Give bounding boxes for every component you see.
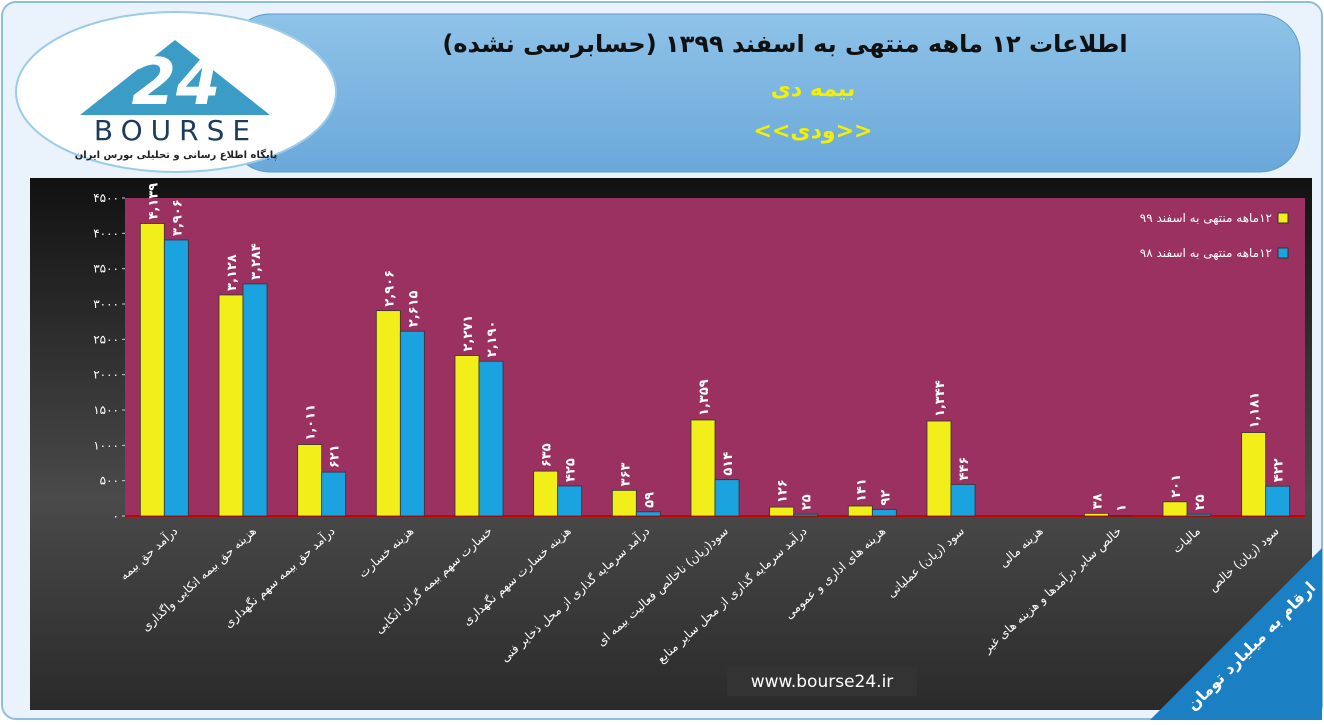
value-label: ۵۹ [642,492,657,508]
value-label: ۲,۱۹۰ [485,321,500,358]
bar [243,284,267,516]
bar [558,486,582,516]
bar [691,420,715,516]
header-title: اطلاعات ۱۲ ماهه منتهی به اسفند ۱۳۹۹ (حسا… [442,30,1127,58]
logo-name: BOURSE [94,114,258,147]
bar [1187,514,1211,516]
bar [1163,502,1187,516]
bar [951,484,975,516]
value-label: ۴۴۶ [957,457,972,481]
value-label: ۵۱۴ [721,452,736,476]
y-tick-label: ۲۵۰۰ [93,332,119,346]
legend-label: ۱۲ماهه منتهی به اسفند ۹۹ [1140,211,1272,225]
bar [534,471,558,516]
bar [298,445,322,516]
value-label: ۲۵ [1193,494,1208,510]
value-label: ۹۲ [878,490,893,506]
legend-swatch [1278,213,1288,223]
bar [400,331,424,516]
logo-tagline: پایگاه اطلاع رسانی و تحلیلی بورس ایران [75,148,278,161]
value-label: ۲۰۱ [1169,474,1184,498]
y-tick-label: ۱۵۰۰ [93,403,119,417]
y-tick-label: ۰ [113,509,119,523]
value-label: ۱,۱۸۱ [1248,392,1263,429]
y-tick-label: ۲۰۰۰ [93,368,119,382]
bar [848,506,872,516]
bar [770,507,794,516]
value-label: ۴,۱۳۹ [146,183,161,220]
y-tick-label: ۳۵۰۰ [93,262,119,276]
y-tick-label: ۴۵۰۰ [93,191,119,205]
value-label: ۳,۱۲۸ [225,254,240,291]
y-tick-label: ۵۰۰ [100,474,119,488]
value-label: ۱۲۶ [776,479,791,503]
bar [636,512,660,516]
bar [219,295,243,516]
value-label: ۳۶۳ [618,462,633,486]
bar [872,509,896,516]
bar [1242,433,1266,516]
value-label: ۳,۹۰۶ [170,199,185,236]
y-tick-label: ۳۰۰۰ [93,297,119,311]
value-label: ۱,۳۴۴ [933,380,948,417]
value-label: ۳,۲۸۴ [249,243,264,280]
bar [927,421,951,516]
value-label: ۶۳۵ [540,443,555,467]
value-label: ۱۴۱ [854,478,869,502]
logo-mark: 24 [131,46,220,120]
bar [715,480,739,516]
value-label: ۱ [1114,504,1129,512]
bar [1266,486,1290,516]
legend-label: ۱۲ماهه منتهی به اسفند ۹۸ [1140,246,1272,260]
bar [1084,513,1108,516]
bar [455,356,479,516]
value-label: ۴۲۵ [564,458,579,482]
value-label: ۲۵ [800,494,815,510]
value-label: ۱,۰۱۱ [304,404,319,441]
bar [164,240,188,516]
bar [612,490,636,516]
value-label: ۴۲۲ [1272,458,1287,482]
header-company: بیمه دی [771,77,855,102]
value-label: ۶۲۱ [328,444,343,468]
bar [322,472,346,516]
footer-url: www.bourse24.ir [751,672,894,692]
value-label: ۲,۲۷۱ [461,315,476,352]
value-label: ۲,۹۰۶ [382,270,397,307]
value-label: ۲,۶۱۵ [406,290,421,327]
header-symbol: <<ودی>> [754,119,873,144]
bar [140,224,164,516]
y-tick-label: ۴۰۰۰ [93,226,119,240]
bar [794,514,818,516]
bar [376,311,400,516]
bar [479,361,503,516]
legend-swatch [1278,248,1288,258]
value-label: ۳۸ [1090,493,1105,509]
value-label: ۱,۳۵۹ [697,379,712,416]
y-tick-label: ۱۰۰۰ [93,438,119,452]
